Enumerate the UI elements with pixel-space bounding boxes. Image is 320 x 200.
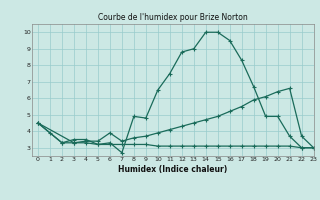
Title: Courbe de l'humidex pour Brize Norton: Courbe de l'humidex pour Brize Norton bbox=[98, 13, 248, 22]
X-axis label: Humidex (Indice chaleur): Humidex (Indice chaleur) bbox=[118, 165, 228, 174]
